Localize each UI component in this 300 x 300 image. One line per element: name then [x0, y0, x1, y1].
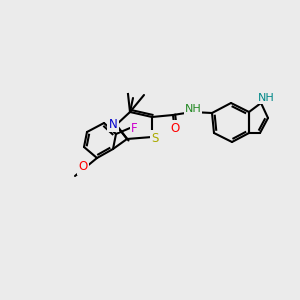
Text: NH: NH: [258, 93, 274, 103]
Text: NH: NH: [184, 104, 201, 114]
Text: F: F: [131, 122, 137, 134]
Text: S: S: [151, 131, 159, 145]
Text: O: O: [170, 122, 180, 134]
Text: N: N: [109, 118, 117, 130]
Text: O: O: [78, 160, 88, 173]
